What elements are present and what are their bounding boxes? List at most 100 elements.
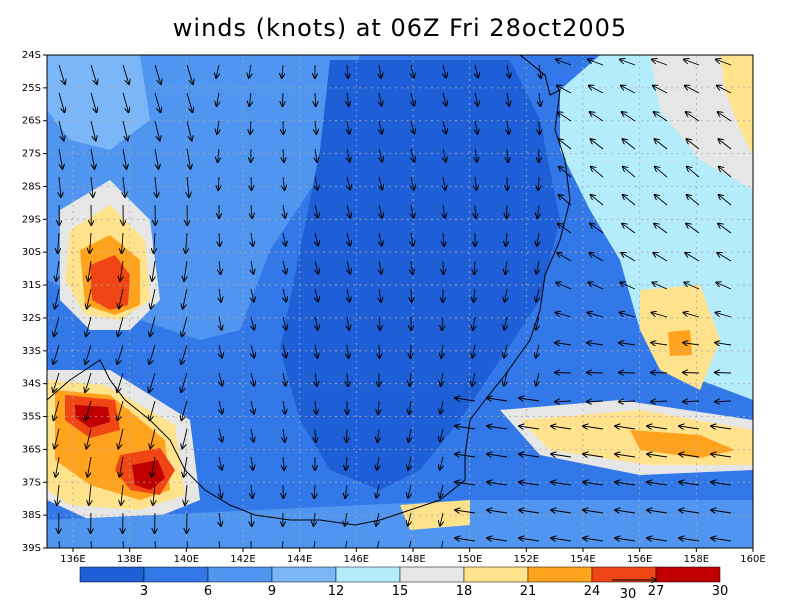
wind-vector — [315, 288, 318, 302]
wind-vector — [474, 260, 475, 274]
wind-vector — [683, 343, 700, 345]
lat-label: 30S — [22, 247, 41, 258]
wind-vector — [58, 120, 64, 140]
wind-vector — [443, 232, 444, 246]
wind-vector — [555, 401, 572, 402]
wind-vector — [615, 510, 636, 513]
wind-vector — [440, 456, 443, 470]
wind-vector — [283, 316, 286, 330]
wind-vector — [408, 512, 411, 526]
wind-vector — [440, 400, 443, 414]
wind-vector — [379, 260, 381, 274]
wind-vector — [583, 426, 604, 429]
wind-vector — [684, 60, 700, 66]
wind-vector — [251, 400, 254, 414]
wind-vector — [539, 64, 541, 78]
wind-vector — [315, 428, 316, 442]
lat-label: 28S — [22, 181, 41, 192]
wind-vector — [716, 60, 732, 66]
reference-vector: 30 — [612, 580, 656, 600]
wind-vector — [217, 120, 219, 134]
wind-vector — [218, 540, 221, 548]
lon-label: 138E — [117, 554, 142, 565]
wind-vector — [90, 120, 96, 140]
wind-vector — [587, 343, 604, 345]
coastline — [47, 55, 571, 526]
wind-vector — [251, 260, 253, 274]
wind-vector — [154, 92, 161, 112]
wind-vector — [719, 195, 732, 206]
wind-vector — [219, 428, 222, 442]
wind-vector — [347, 344, 349, 358]
wind-vector — [150, 400, 156, 420]
colorbar-swatch — [399, 566, 465, 583]
wind-vector — [181, 344, 188, 364]
wind-vector — [379, 148, 382, 162]
wind-vector — [54, 428, 60, 448]
lon-label: 158E — [684, 554, 709, 565]
wind-vector — [557, 253, 572, 262]
wind-vector — [408, 540, 412, 548]
wind-vector — [182, 428, 188, 448]
wind-vector — [376, 512, 379, 526]
wind-vector — [87, 288, 92, 309]
wind-vector — [53, 344, 60, 364]
lon-label: 146E — [344, 554, 369, 565]
lon-label: 136E — [60, 554, 85, 565]
wind-vector — [558, 112, 572, 122]
wind-vector — [88, 260, 91, 281]
wind-vector — [56, 456, 60, 477]
wind-vector — [443, 64, 446, 78]
wind-vector — [283, 204, 285, 218]
wind-vector — [219, 288, 221, 302]
lat-label: 35S — [22, 412, 41, 423]
colorbar-tick-label: 12 — [328, 584, 345, 599]
wind-vector — [472, 344, 475, 358]
wind-vector — [411, 260, 413, 274]
wind-vector — [315, 316, 318, 330]
wind-vector — [684, 313, 700, 318]
lon-label: 144E — [287, 554, 312, 565]
lat-label: 26S — [22, 116, 41, 127]
wind-vector — [184, 456, 188, 477]
wind-vector — [519, 398, 540, 401]
colorbar-tick-label: 27 — [648, 584, 665, 599]
wind-vector — [410, 344, 411, 358]
wind-vector — [716, 283, 732, 290]
wind-vector — [58, 92, 65, 112]
colorbar-swatch — [271, 566, 337, 583]
wind-vector — [621, 86, 636, 94]
wind-vector — [505, 260, 507, 274]
wind-vector — [686, 224, 700, 234]
wind-vector — [487, 454, 508, 457]
wind-vector — [487, 538, 508, 541]
wind-vector — [507, 120, 509, 134]
wind-vector — [150, 428, 156, 448]
wind-vector — [251, 176, 252, 190]
wind-vector — [651, 373, 668, 374]
wind-vector — [379, 92, 382, 106]
lat-label: 38S — [22, 510, 41, 521]
wind-vector — [679, 538, 700, 541]
wind-vector — [86, 400, 92, 420]
wind-vector — [557, 86, 572, 94]
lat-label: 29S — [22, 214, 41, 225]
wind-vector — [122, 64, 129, 84]
wind-vector — [85, 372, 92, 392]
wind-vector — [59, 176, 61, 197]
wind-vector — [711, 482, 732, 485]
wind-vector — [314, 512, 316, 526]
wind-vector — [118, 316, 124, 336]
wind-vector — [647, 510, 668, 513]
wind-vector — [443, 120, 446, 134]
wind-vector — [379, 204, 382, 218]
wind-vector — [615, 454, 636, 457]
wind-vector — [90, 540, 92, 548]
wind-vector — [347, 316, 349, 330]
wind-vector — [282, 64, 283, 78]
wind-vector — [686, 112, 700, 122]
wind-vector — [218, 148, 219, 162]
wind-vector — [441, 372, 443, 386]
wind-vector — [251, 428, 254, 442]
colorbar-swatch — [527, 566, 593, 583]
